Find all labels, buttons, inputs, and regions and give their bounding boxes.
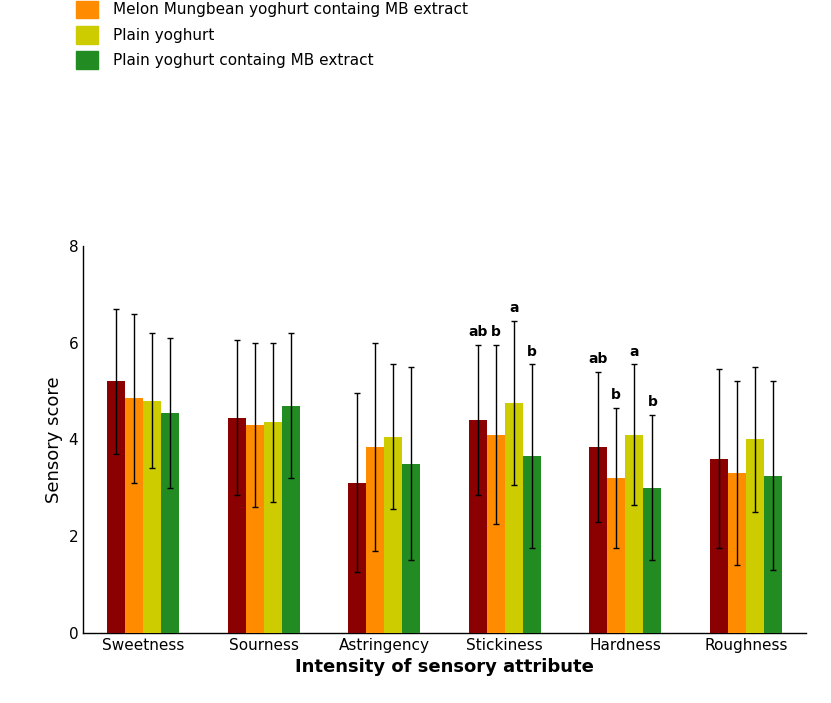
Bar bbox=[710, 458, 728, 633]
Bar bbox=[607, 478, 625, 633]
Text: ab: ab bbox=[468, 325, 488, 340]
Bar bbox=[228, 418, 246, 633]
Text: ab: ab bbox=[588, 352, 608, 366]
Bar bbox=[745, 439, 764, 633]
Bar bbox=[246, 425, 264, 633]
Text: a: a bbox=[630, 344, 639, 359]
Bar bbox=[366, 446, 384, 633]
Bar bbox=[469, 420, 487, 633]
Bar bbox=[523, 456, 541, 633]
Bar bbox=[161, 413, 179, 633]
Text: b: b bbox=[647, 395, 657, 409]
Bar bbox=[504, 403, 523, 633]
Y-axis label: Sensory score: Sensory score bbox=[45, 376, 63, 503]
Text: b: b bbox=[491, 325, 501, 340]
Bar bbox=[643, 488, 661, 633]
Bar bbox=[348, 483, 366, 633]
Bar bbox=[764, 476, 782, 633]
Bar bbox=[107, 381, 125, 633]
Bar bbox=[125, 399, 144, 633]
X-axis label: Intensity of sensory attribute: Intensity of sensory attribute bbox=[295, 658, 594, 676]
Bar bbox=[264, 423, 282, 633]
Text: b: b bbox=[527, 344, 537, 359]
Bar bbox=[402, 463, 420, 633]
Bar bbox=[144, 401, 161, 633]
Text: a: a bbox=[509, 301, 519, 315]
Bar bbox=[589, 446, 607, 633]
Bar bbox=[728, 473, 745, 633]
Bar bbox=[384, 437, 402, 633]
Legend: Melon yoghurt, Melon Mungbean yoghurt containg MB extract, Plain yoghurt, Plain : Melon yoghurt, Melon Mungbean yoghurt co… bbox=[76, 0, 468, 69]
Bar bbox=[282, 406, 300, 633]
Bar bbox=[625, 434, 643, 633]
Bar bbox=[487, 434, 504, 633]
Text: b: b bbox=[612, 388, 622, 402]
